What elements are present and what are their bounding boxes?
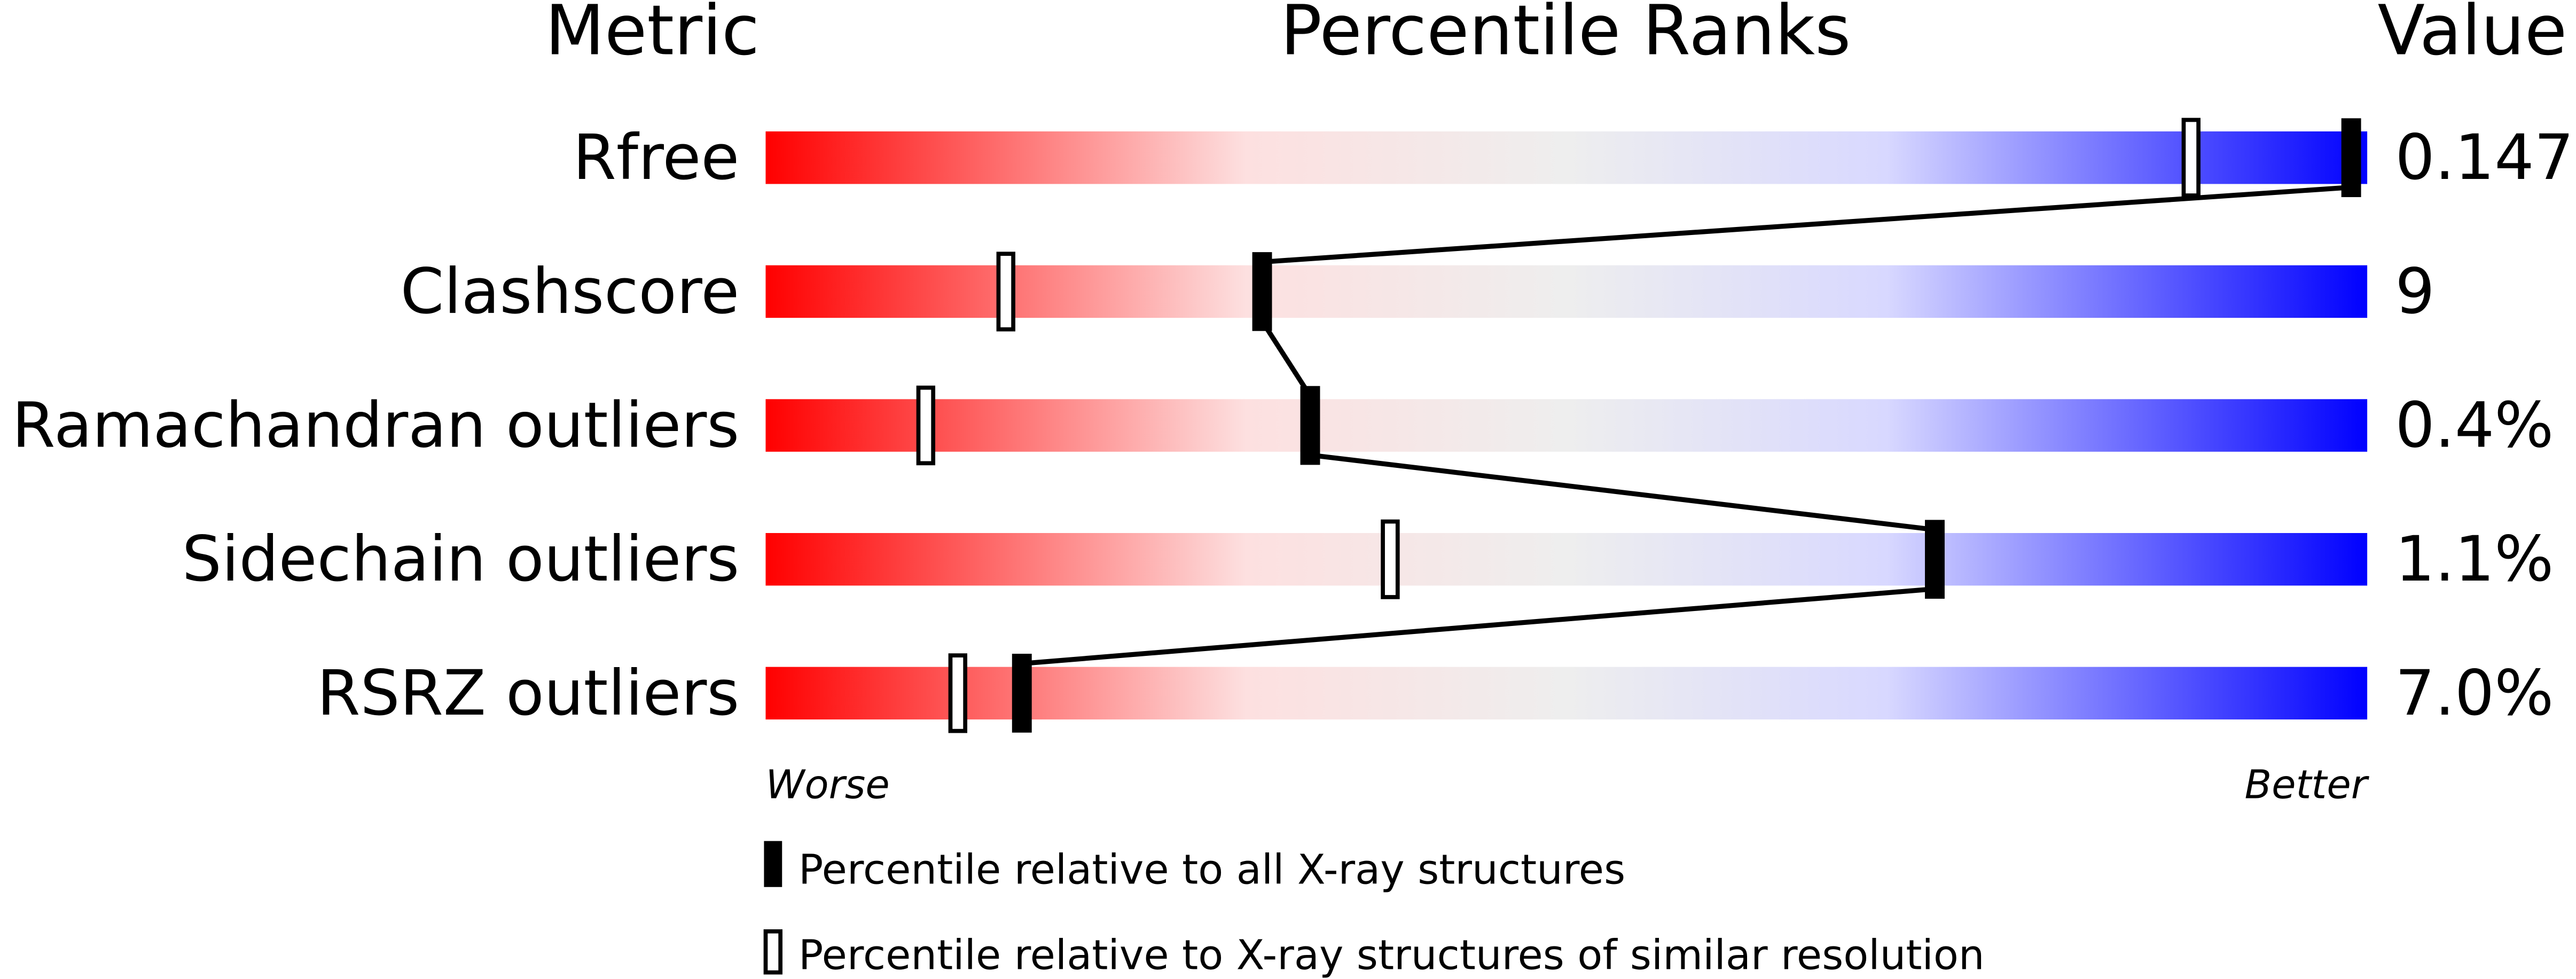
axis-label-worse: Worse [765, 762, 889, 808]
legend-filled-marker [764, 841, 782, 887]
axis-label-better: Better [2244, 762, 2369, 808]
marker-all-structures [1252, 252, 1272, 331]
header-value: Value [2378, 0, 2567, 71]
metric-value: 9 [2395, 255, 2434, 328]
metric-value: 1.1% [2395, 523, 2554, 596]
metric-label: Clashscore [401, 255, 740, 328]
marker-all-structures [1300, 386, 1320, 465]
marker-similar-resolution [1381, 519, 1400, 599]
marker-all-structures [1012, 654, 1032, 733]
percentile-bar [765, 533, 2368, 586]
header-metric: Metric [545, 0, 760, 71]
legend-label-all: Percentile relative to all X-ray structu… [798, 847, 1625, 894]
metric-label: RSRZ outliers [317, 657, 739, 730]
percentile-bar [765, 131, 2368, 184]
header-percentile: Percentile Ranks [1280, 0, 1851, 71]
marker-similar-resolution [996, 252, 1015, 332]
connector-line [1310, 452, 1936, 532]
marker-similar-resolution [2181, 118, 2201, 198]
marker-similar-resolution [916, 385, 936, 466]
marker-similar-resolution [948, 653, 968, 733]
legend-open-marker [763, 929, 783, 975]
metric-value: 7.0% [2395, 657, 2554, 730]
metric-label: Rfree [573, 121, 740, 194]
percentile-bar [765, 667, 2368, 720]
marker-all-structures [2341, 118, 2361, 198]
metric-value: 0.4% [2395, 389, 2554, 462]
connector-line [1260, 319, 1312, 397]
marker-all-structures [1925, 520, 1945, 599]
percentile-bar [765, 265, 2368, 318]
connector-line [1021, 586, 1935, 667]
connector-line [1262, 185, 2352, 265]
metric-label: Sidechain outliers [182, 523, 739, 596]
metric-value: 0.147 [2395, 121, 2574, 194]
metric-label: Ramachandran outliers [12, 389, 739, 462]
legend-label-similar: Percentile relative to X-ray structures … [798, 932, 1985, 979]
percentile-bar [765, 399, 2368, 452]
